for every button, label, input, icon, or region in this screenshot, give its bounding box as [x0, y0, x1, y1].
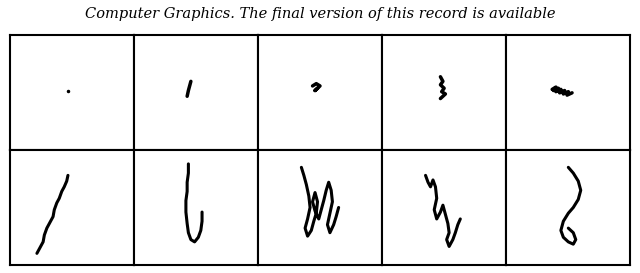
Text: Computer Graphics. The final version of this record is available: Computer Graphics. The final version of … [84, 7, 556, 21]
